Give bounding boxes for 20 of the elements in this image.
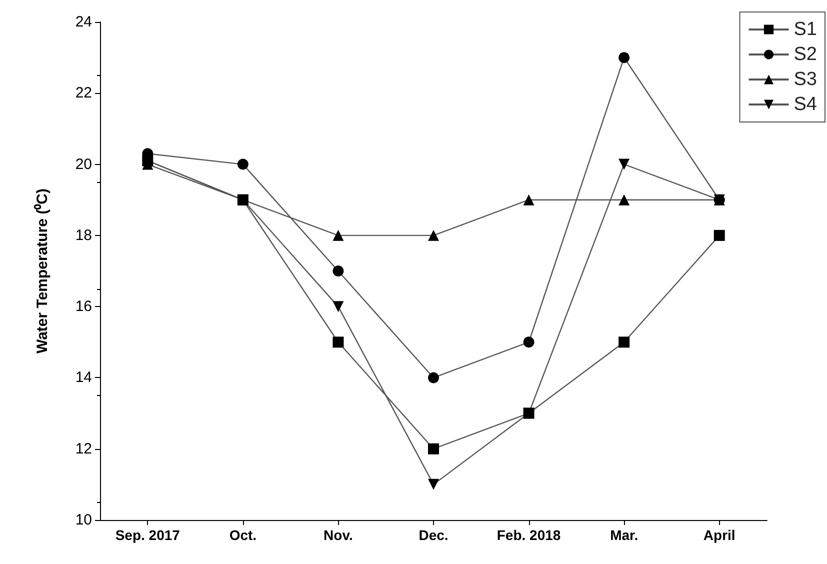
x-tick-label: Feb. 2018: [496, 527, 561, 543]
y-tick-label: 24: [75, 14, 92, 30]
x-tick-label: Sep. 2017: [115, 527, 180, 543]
legend-label: S2: [794, 44, 818, 65]
x-tick-label: Oct.: [229, 527, 257, 543]
legend-label: S4: [794, 94, 818, 115]
y-tick-label: 20: [75, 156, 92, 173]
legend-label: S3: [794, 69, 818, 90]
x-tick-label: Nov.: [324, 527, 353, 543]
y-tick-label: 22: [75, 84, 92, 102]
legend-label: S1: [794, 19, 818, 40]
y-tick-label: 18: [75, 226, 92, 244]
x-tick-label: Dec.: [418, 527, 448, 543]
y-tick-label: 10: [75, 512, 92, 528]
y-tick-label: 16: [75, 298, 92, 316]
y-tick-label: 12: [75, 440, 92, 458]
y-tick-label: 14: [75, 369, 92, 386]
y-axis-title: Water Temperature (⁰C): [33, 188, 51, 354]
x-tick-label: Mar.: [610, 527, 638, 543]
x-tick-label: April: [703, 527, 736, 543]
